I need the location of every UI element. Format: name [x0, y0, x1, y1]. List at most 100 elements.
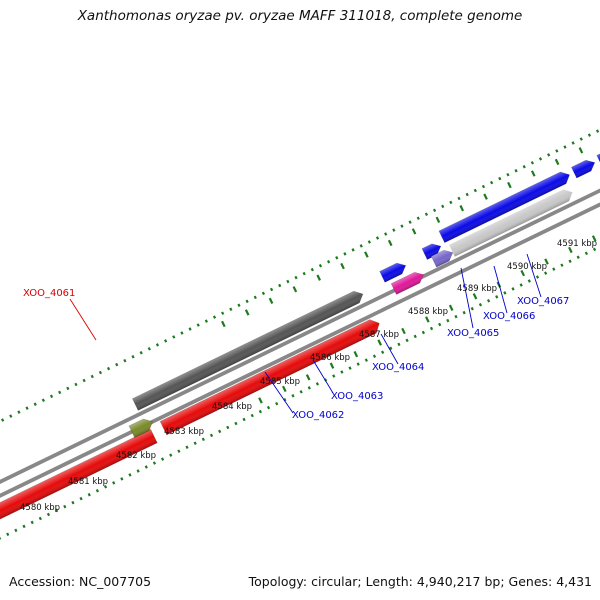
scale-dot-outer	[66, 386, 70, 391]
major-tick-inner	[425, 316, 430, 323]
scale-dot-inner	[38, 516, 42, 521]
scale-dot-outer	[286, 279, 290, 284]
scale-dot-outer	[188, 327, 192, 331]
scale-dot-outer	[310, 267, 314, 272]
scale-dot-outer	[237, 303, 241, 308]
scale-dot-inner	[291, 394, 295, 398]
scale-dot-outer	[147, 347, 151, 351]
backbone-line-inner	[0, 0, 600, 534]
scale-dot-outer	[432, 208, 437, 213]
scale-dot-outer	[530, 161, 534, 165]
scale-dot-outer	[25, 406, 29, 410]
major-tick-inner	[401, 327, 406, 335]
scale-dot-inner	[544, 271, 548, 275]
scale-dot-outer	[424, 212, 429, 216]
tick-label: 4588 kbp	[408, 307, 448, 317]
scale-dot-outer	[416, 216, 420, 220]
scale-dot-outer	[579, 137, 583, 141]
gene-arrow-purple-shade	[431, 250, 453, 268]
scale-dot-outer	[58, 390, 62, 395]
tick-label: 4580 kbp	[20, 503, 60, 513]
scale-dot-inner	[22, 524, 26, 529]
scale-dot-outer	[90, 374, 94, 379]
major-tick-inner	[472, 293, 478, 300]
scale-dot-inner	[185, 445, 189, 449]
scale-dot-inner	[209, 433, 214, 438]
scale-dot-outer	[498, 176, 502, 181]
scale-dot-outer	[82, 378, 86, 383]
scale-dot-outer	[221, 311, 225, 315]
major-tick-outer	[507, 181, 512, 189]
major-tick-outer	[411, 228, 417, 235]
gene-arrow-blue-long-shade	[438, 171, 570, 243]
tick-label: 4590 kbp	[507, 262, 547, 272]
major-tick-outer	[221, 320, 226, 328]
scale-dot-outer	[318, 263, 323, 268]
scale-dot-outer	[343, 252, 347, 256]
gene-arrow-dark-gray-shade	[132, 291, 363, 411]
scale-dot-inner	[592, 247, 597, 252]
scale-dot-inner	[299, 390, 303, 394]
scale-dot-outer	[245, 299, 249, 304]
scale-dot-inner	[340, 370, 344, 374]
scale-dot-outer	[449, 200, 453, 205]
scale-dot-inner	[307, 386, 311, 390]
scale-dot-outer	[359, 244, 363, 248]
gene-label-leader	[264, 371, 294, 414]
scale-dot-outer	[278, 283, 282, 288]
tick-label: 4583 kbp	[164, 427, 204, 437]
scale-dot-inner	[87, 492, 91, 497]
scale-dot-inner	[71, 500, 75, 505]
scale-dot-outer	[481, 184, 486, 189]
genome-summary: Topology: circular; Length: 4,940,217 bp…	[248, 574, 592, 589]
scale-dot-inner	[193, 441, 197, 446]
scale-dot-outer	[172, 335, 176, 339]
gene-label: XOO_4064	[372, 362, 424, 373]
scale-dot-outer	[555, 149, 559, 153]
scale-dot-outer	[212, 315, 217, 319]
scale-dot-inner	[0, 536, 2, 540]
scale-dot-outer	[571, 141, 575, 145]
major-tick-outer	[387, 239, 393, 247]
scale-dot-inner	[79, 496, 83, 501]
scale-dot-inner	[462, 310, 466, 315]
map-title: Xanthomonas oryzae pv. oryzae MAFF 31101…	[77, 8, 523, 24]
scale-dot-outer	[139, 351, 143, 355]
scale-dot-outer	[400, 224, 404, 228]
scale-dot-outer	[229, 307, 233, 311]
major-tick-outer	[268, 297, 274, 305]
gene-arrow-blue-shade	[421, 243, 441, 260]
scale-dot-outer	[547, 153, 551, 157]
major-tick-outer	[459, 205, 465, 212]
gene-label: XOO_4063	[331, 391, 383, 402]
scale-dot-outer	[408, 220, 412, 224]
scale-dot-inner	[283, 397, 287, 402]
gene-arrow-olive-shade	[129, 418, 153, 438]
scale-dot-outer	[123, 358, 127, 363]
major-tick-inner	[282, 385, 287, 393]
scale-dot-inner	[177, 449, 181, 453]
tick-label: 4584 kbp	[212, 402, 252, 412]
scale-dot-inner	[136, 469, 140, 473]
scale-dot-inner	[381, 350, 385, 354]
scale-dot-outer	[367, 240, 371, 244]
scale-dot-outer	[131, 354, 135, 359]
major-tick-outer	[483, 193, 488, 200]
scale-dot-outer	[33, 402, 37, 406]
scale-dot-inner	[201, 437, 205, 442]
gene-arrow-magenta-shade	[391, 272, 424, 295]
scale-dot-outer	[595, 129, 600, 133]
scale-dot-outer	[98, 370, 103, 375]
scale-dot-inner	[389, 346, 393, 351]
scale-dot-inner	[486, 299, 491, 303]
tick-label: 4587 kbp	[359, 330, 399, 340]
gene-arrow-red-shade	[0, 429, 158, 549]
scale-dot-outer	[392, 228, 396, 232]
gene-label: XOO_4066	[483, 311, 535, 322]
scale-dot-inner	[519, 283, 523, 287]
scale-dot-inner	[495, 295, 499, 299]
scale-dot-outer	[49, 394, 54, 399]
scale-dot-inner	[144, 465, 148, 469]
major-tick-outer	[292, 286, 298, 293]
